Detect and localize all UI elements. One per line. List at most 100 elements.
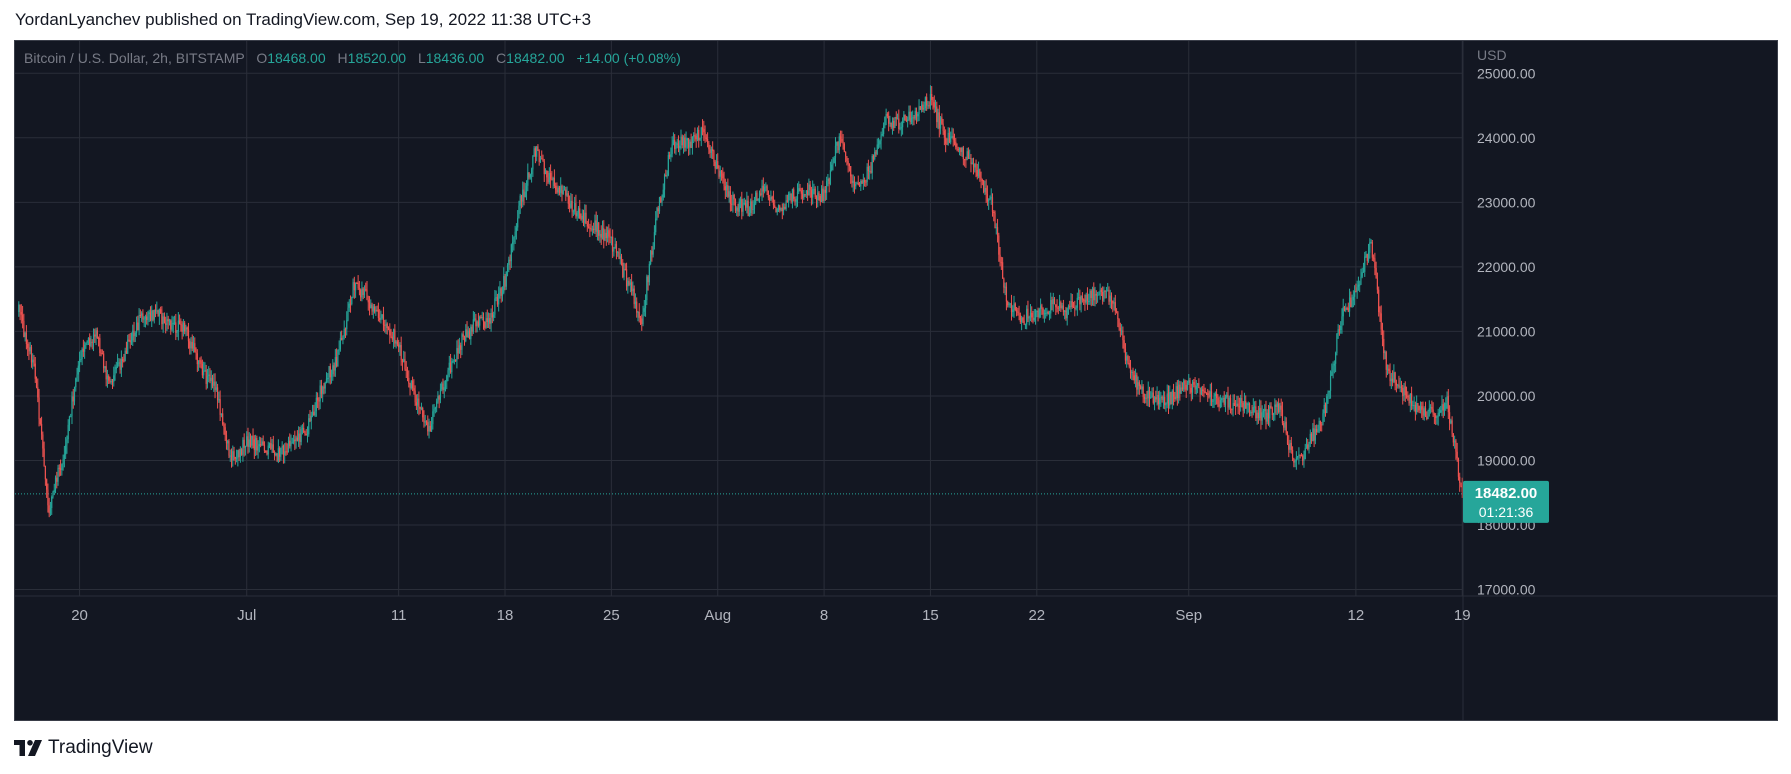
- candle: [1047, 310, 1049, 315]
- candle-body: [779, 205, 781, 211]
- candle: [398, 339, 400, 353]
- candle-body: [444, 381, 447, 388]
- candle: [51, 495, 53, 515]
- candle-body: [487, 318, 490, 322]
- candle-body: [772, 199, 775, 206]
- candle: [819, 193, 821, 206]
- candle: [739, 196, 742, 209]
- candle: [515, 223, 518, 240]
- price-tick-label: 22000.00: [1477, 259, 1536, 275]
- candle: [594, 214, 596, 234]
- candle-body: [419, 407, 421, 409]
- candle: [47, 483, 49, 513]
- candle-body: [537, 146, 539, 151]
- candle-body: [258, 444, 260, 447]
- candle: [782, 203, 785, 216]
- candle-body: [1390, 378, 1392, 382]
- candle-body: [975, 163, 977, 171]
- candle-body: [166, 319, 168, 325]
- candle: [953, 133, 956, 146]
- candle: [20, 304, 22, 324]
- candle-body: [40, 423, 43, 435]
- candle: [257, 440, 259, 459]
- candle: [862, 173, 864, 190]
- candle: [352, 278, 354, 299]
- candle-body: [871, 155, 873, 173]
- candle: [341, 330, 343, 341]
- candle-body: [151, 310, 153, 321]
- candle: [1232, 394, 1234, 417]
- candle-body: [1041, 305, 1043, 309]
- candle-body: [1136, 374, 1138, 390]
- candle-body: [704, 132, 706, 138]
- candle-body: [1422, 409, 1424, 416]
- candle-body: [215, 387, 217, 390]
- candle: [641, 314, 643, 331]
- candle: [823, 186, 825, 204]
- candle-body: [904, 114, 906, 121]
- time-tick-label: 8: [820, 607, 828, 624]
- candle: [549, 164, 552, 189]
- candle-body: [928, 105, 930, 107]
- candle: [632, 281, 634, 296]
- candle: [753, 196, 756, 214]
- candle: [918, 99, 920, 122]
- candle-body: [51, 496, 53, 509]
- candle-body: [438, 396, 440, 400]
- candle: [810, 186, 813, 206]
- candle: [1332, 361, 1334, 379]
- candle-body: [986, 194, 989, 202]
- candle: [38, 388, 40, 427]
- candle-body: [400, 345, 402, 360]
- time-axis[interactable]: 20 Jul 11 18 25 Aug 8 15 22 Sep 12 19: [71, 607, 1470, 624]
- candle-body: [332, 365, 334, 375]
- candle-body: [1242, 403, 1244, 411]
- candle: [1099, 283, 1101, 300]
- time-tick-label: Sep: [1175, 607, 1202, 624]
- candle-body: [1183, 380, 1185, 390]
- candle: [317, 392, 319, 409]
- candle-body: [194, 343, 196, 353]
- candle-body: [1069, 306, 1071, 308]
- chart-panel[interactable]: USD 17000.00 18000.00 19000.00 20000.00 2100…: [14, 40, 1778, 721]
- candle-body: [1031, 312, 1033, 318]
- candle-body: [1418, 405, 1420, 411]
- candle-body: [1162, 396, 1165, 400]
- candle: [1172, 383, 1175, 406]
- candle: [420, 402, 423, 411]
- candle-body: [681, 136, 683, 146]
- price-tag-countdown: 01:21:36: [1479, 504, 1534, 520]
- candle-body: [972, 162, 975, 168]
- candle-body: [566, 193, 568, 196]
- candle: [993, 210, 995, 222]
- candle-body: [1107, 290, 1109, 292]
- candle-body: [1219, 400, 1222, 407]
- candle-body: [641, 318, 643, 325]
- footer-brand[interactable]: TradingView: [14, 737, 153, 759]
- candle: [519, 193, 521, 215]
- candle-body: [279, 448, 281, 457]
- candle-body: [1027, 308, 1029, 319]
- candle: [179, 314, 181, 325]
- candle-body: [620, 256, 623, 263]
- candle: [634, 293, 637, 309]
- candle: [1256, 410, 1258, 425]
- candle-body: [1017, 311, 1019, 313]
- candle-body: [538, 150, 540, 162]
- candle: [149, 306, 152, 322]
- candle-body: [532, 156, 534, 170]
- candle-body: [337, 350, 339, 367]
- candle-body: [536, 146, 538, 157]
- candle-body: [729, 191, 731, 204]
- candle: [651, 246, 653, 262]
- candle-body: [743, 203, 745, 205]
- candle: [613, 246, 615, 257]
- candle: [37, 378, 39, 403]
- candle-body: [201, 363, 203, 376]
- candlestick-chart[interactable]: USD 17000.0018000.0019000.0020000.002100…: [15, 41, 1777, 720]
- candle: [1067, 304, 1070, 315]
- candle-body: [286, 451, 288, 453]
- candle: [500, 286, 502, 303]
- candle: [657, 205, 659, 218]
- candle: [689, 139, 691, 155]
